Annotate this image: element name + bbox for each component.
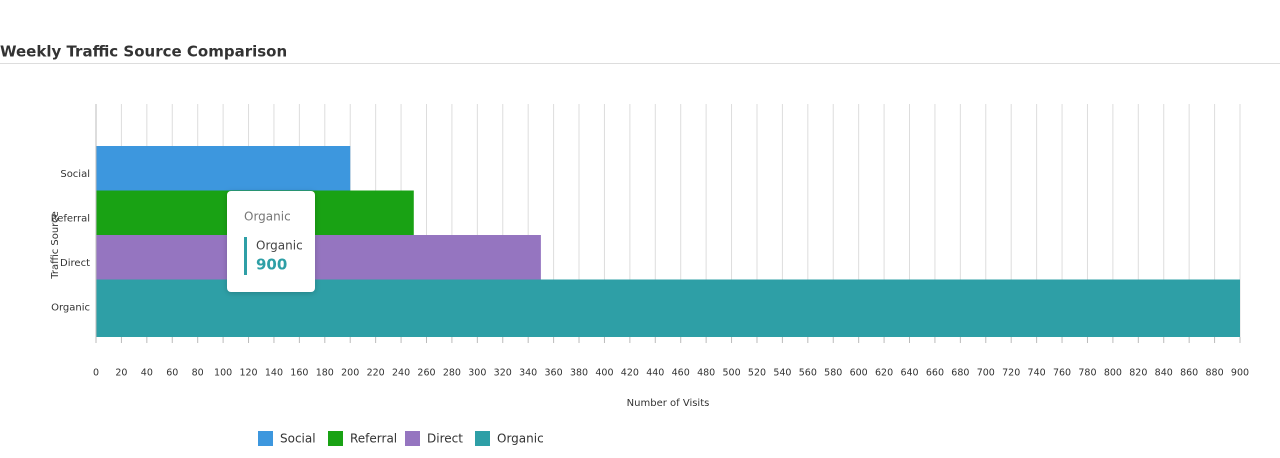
x-tick-label: 340 [519, 368, 537, 379]
x-tick-label: 580 [824, 368, 842, 379]
x-tick-label: 460 [672, 368, 690, 379]
x-tick-label: 260 [417, 368, 435, 379]
x-tick-label: 540 [773, 368, 791, 379]
x-tick-label: 20 [115, 368, 127, 379]
y-tick-label: Organic [51, 303, 90, 314]
x-axis-title: Number of Visits [627, 398, 710, 409]
tooltip-title: Organic [244, 210, 291, 224]
legend-label: Social [280, 432, 316, 446]
tooltip-accent [244, 237, 247, 275]
x-tick-label: 400 [595, 368, 613, 379]
y-tick-label: Social [60, 169, 90, 180]
y-tick-label: Direct [60, 258, 90, 269]
x-tick-label: 840 [1155, 368, 1173, 379]
x-tick-label: 40 [141, 368, 153, 379]
tooltip-label: Organic [256, 239, 303, 253]
tooltip-value: 900 [256, 256, 287, 274]
x-tick-label: 100 [214, 368, 232, 379]
legend-swatch [258, 431, 273, 446]
x-tick-label: 140 [265, 368, 283, 379]
x-tick-label: 160 [290, 368, 308, 379]
x-tick-label: 420 [621, 368, 639, 379]
chart-title: Weekly Traffic Source Comparison [0, 43, 287, 61]
tooltip: Organic Organic 900 [227, 191, 315, 292]
x-tick-label: 680 [951, 368, 969, 379]
x-tick-label: 220 [367, 368, 385, 379]
x-tick-label: 480 [697, 368, 715, 379]
x-tick-label: 780 [1078, 368, 1096, 379]
x-tick-label: 320 [494, 368, 512, 379]
bar [96, 146, 351, 191]
x-tick-label: 720 [1002, 368, 1020, 379]
x-tick-label: 620 [875, 368, 893, 379]
x-tick-label: 660 [926, 368, 944, 379]
x-tick-label: 280 [443, 368, 461, 379]
x-tick-label: 700 [977, 368, 995, 379]
x-tick-label: 60 [166, 368, 178, 379]
x-tick-label: 880 [1206, 368, 1224, 379]
x-tick-label: 640 [900, 368, 918, 379]
x-tick-label: 740 [1028, 368, 1046, 379]
tooltip-box [227, 191, 315, 292]
x-tick-label: 900 [1231, 368, 1249, 379]
x-tick-label: 440 [646, 368, 664, 379]
x-tick-label: 240 [392, 368, 410, 379]
legend-swatch [475, 431, 490, 446]
legend-swatch [328, 431, 343, 446]
x-tick-label: 860 [1180, 368, 1198, 379]
bar [96, 235, 541, 280]
x-tick-label: 380 [570, 368, 588, 379]
x-tick-label: 760 [1053, 368, 1071, 379]
x-tick-label: 200 [341, 368, 359, 379]
y-axis-title: Traffic Source [50, 211, 61, 280]
x-tick-label: 820 [1129, 368, 1147, 379]
legend-label: Referral [350, 432, 397, 446]
x-tick-label: 0 [93, 368, 99, 379]
legend-swatch [405, 431, 420, 446]
x-tick-label: 800 [1104, 368, 1122, 379]
legend-label: Organic [497, 432, 544, 446]
x-tick-label: 520 [748, 368, 766, 379]
y-tick-label: Referral [51, 214, 90, 225]
x-tick-label: 300 [468, 368, 486, 379]
x-tick-label: 360 [545, 368, 563, 379]
x-tick-label: 180 [316, 368, 334, 379]
x-tick-label: 600 [850, 368, 868, 379]
legend-label: Direct [427, 432, 463, 446]
x-tick-label: 80 [192, 368, 204, 379]
x-tick-label: 120 [239, 368, 257, 379]
x-tick-label: 500 [722, 368, 740, 379]
x-tick-label: 560 [799, 368, 817, 379]
